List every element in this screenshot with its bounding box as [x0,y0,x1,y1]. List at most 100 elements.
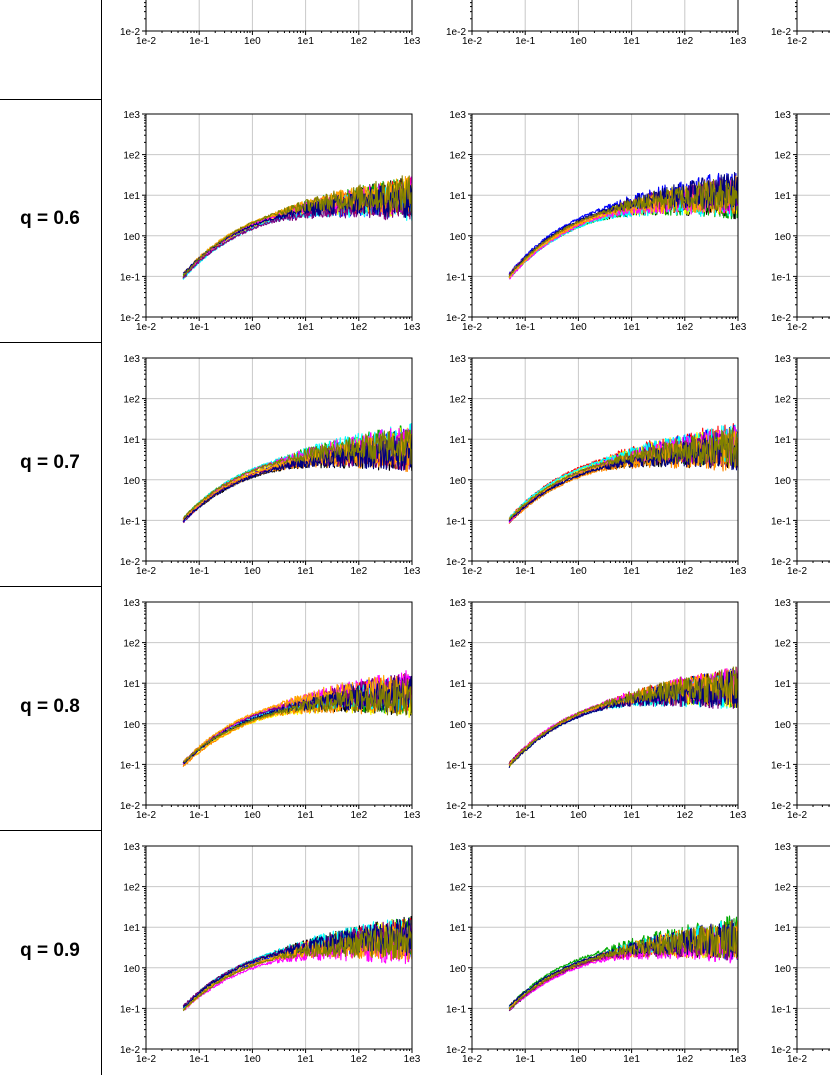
y-tick-label: 1e-2 [120,1045,140,1056]
y-tick-label: 1e-1 [771,760,791,771]
y-tick-label: 1e-2 [446,801,466,812]
y-tick-label: 1e3 [774,842,791,853]
x-tick-label: 1e-2 [136,810,156,821]
y-tick-label: 1e2 [449,151,466,162]
y-tick-label: 1e1 [449,679,466,690]
x-tick-label: 1e3 [404,810,421,821]
y-tick-label: 1e2 [774,639,791,650]
x-tick-label: 1e-1 [515,810,535,821]
row-label-q-0-9: q = 0.9 [20,940,80,961]
y-tick-label: 1e-1 [120,1004,140,1015]
y-tick-label: 1e-1 [446,272,466,283]
data-series-line [182,917,412,1009]
y-tick-label: 1e1 [774,679,791,690]
data-series-line [508,924,738,1010]
x-tick-label: 1e-2 [136,566,156,577]
x-tick-label: 1e-2 [787,36,807,47]
y-tick-label: 1e0 [774,232,791,243]
y-tick-label: 1e3 [774,110,791,121]
y-tick-label: 1e-1 [120,760,140,771]
x-tick-label: 1e-2 [462,1054,482,1065]
x-tick-label: 1e1 [623,566,640,577]
data-series-line [508,670,738,769]
plot-area [797,0,830,31]
y-tick-label: 1e0 [449,720,466,731]
row-divider [0,99,102,100]
row-label-q-0-8: q = 0.8 [20,696,80,717]
row-label-q-0-6: q = 0.6 [20,208,80,229]
x-tick-label: 1e2 [350,566,367,577]
x-tick-label: 1e3 [730,566,747,577]
x-tick-label: 1e0 [570,322,587,333]
y-tick-label: 1e-2 [120,801,140,812]
plot-area [797,846,830,1049]
x-tick-label: 1e-1 [189,1054,209,1065]
y-tick-label: 1e-1 [446,1004,466,1015]
x-tick-label: 1e1 [623,1054,640,1065]
plot-frame [145,357,413,562]
x-tick-label: 1e1 [297,1054,314,1065]
x-tick-label: 1e-2 [136,1054,156,1065]
x-tick-label: 1e3 [404,322,421,333]
x-tick-label: 1e-2 [136,36,156,47]
y-tick-label: 1e0 [774,720,791,731]
x-tick-label: 1e2 [350,36,367,47]
x-tick-label: 1e-2 [462,810,482,821]
x-tick-label: 1e3 [404,1054,421,1065]
y-tick-label: 1e3 [123,842,140,853]
y-tick-label: 1e0 [123,232,140,243]
plot-frame [471,113,739,318]
label-column-border [101,0,102,1075]
x-tick-label: 1e1 [297,566,314,577]
x-tick-label: 1e2 [676,1054,693,1065]
y-tick-label: 1e3 [449,354,466,365]
series-group [182,916,412,1012]
x-tick-label: 1e2 [676,566,693,577]
y-tick-label: 1e0 [123,964,140,975]
plot-area [146,0,412,31]
y-tick-label: 1e-1 [446,516,466,527]
y-tick-label: 1e0 [123,476,140,487]
x-tick-label: 1e0 [244,322,261,333]
x-tick-label: 1e1 [297,322,314,333]
y-tick-label: 1e-1 [771,1004,791,1015]
x-tick-label: 1e-1 [515,1054,535,1065]
data-series-line [509,926,738,1011]
x-tick-label: 1e-2 [462,322,482,333]
y-tick-label: 1e-2 [446,557,466,568]
x-tick-label: 1e0 [244,1054,261,1065]
series-group [508,172,738,280]
plot-frame [145,601,413,806]
plot-area [797,114,830,317]
plot-frame [796,113,830,318]
data-series-line [509,427,738,520]
x-tick-label: 1e-2 [462,36,482,47]
plot-frame [796,357,830,562]
x-tick-label: 1e-1 [515,36,535,47]
x-tick-label: 1e0 [570,36,587,47]
y-tick-label: 1e3 [774,354,791,365]
y-tick-label: 1e3 [449,598,466,609]
series-group [508,423,738,525]
data-series-line [508,921,738,1010]
y-tick-label: 1e1 [774,435,791,446]
y-tick-label: 1e0 [449,232,466,243]
y-tick-label: 1e-2 [771,557,791,568]
x-tick-label: 1e-2 [787,1054,807,1065]
data-series-line [182,429,412,519]
y-tick-label: 1e2 [774,151,791,162]
x-tick-label: 1e1 [623,36,640,47]
y-tick-label: 1e1 [449,435,466,446]
y-tick-label: 1e1 [123,435,140,446]
x-tick-label: 1e3 [404,36,421,47]
